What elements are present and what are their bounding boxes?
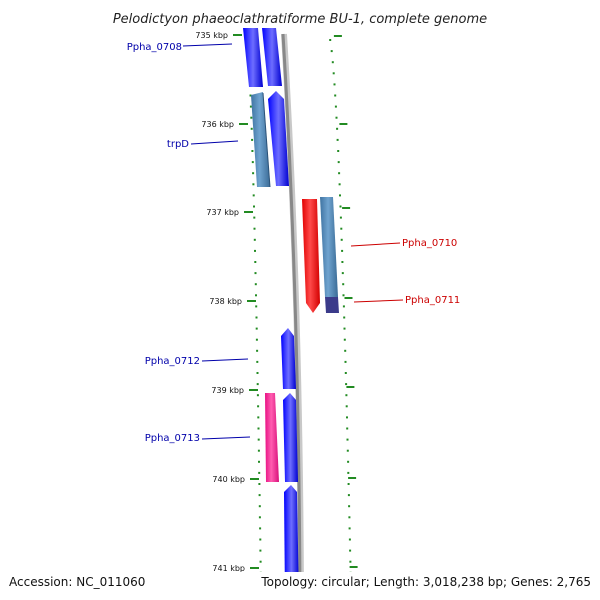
gene-unnamed-1[interactable] [262, 28, 282, 86]
gene-labels: Ppha_0708 trpD Ppha_0710 Ppha_0711 Ppha_… [127, 42, 461, 444]
genome-backbone [281, 33, 302, 600]
gene-trpd-edge [262, 92, 271, 188]
gene-unnamed-2[interactable] [268, 91, 289, 186]
leader-ppha-0711 [353, 299, 404, 303]
label-ppha-0710[interactable]: Ppha_0710 [402, 238, 457, 249]
gene-ppha-0711-end [325, 297, 339, 313]
scale-label-736: 736 kbp [201, 120, 234, 129]
gene-ppha-0711[interactable] [320, 197, 338, 297]
genome-title: Pelodictyon phaeoclathratiforme BU-1, co… [113, 12, 487, 27]
gene-ppha-0712[interactable] [281, 328, 296, 389]
topology-text: Topology: circular; Length: 3,018,238 bp… [260, 575, 591, 589]
scale-label-737: 737 kbp [206, 208, 239, 217]
scale-label-738: 738 kbp [209, 297, 242, 306]
tick-track-right [329, 35, 358, 574]
scale-label-740: 740 kbp [212, 475, 245, 484]
gene-ppha-0710[interactable] [302, 199, 320, 313]
gene-trpd[interactable] [251, 92, 270, 187]
scale-label-741: 741 kbp [212, 564, 245, 573]
scale-label-735: 735 kbp [195, 31, 228, 40]
leader-ppha-0708 [182, 43, 233, 47]
scale-label-739: 739 kbp [211, 386, 244, 395]
leader-trpd [190, 140, 239, 145]
leader-ppha-0713 [201, 436, 251, 440]
leader-ppha-0712 [201, 358, 249, 362]
leader-ppha-0710 [350, 242, 401, 247]
label-ppha-0713[interactable]: Ppha_0713 [145, 433, 200, 444]
gene-unnamed-3[interactable] [283, 393, 298, 482]
gene-ppha-0708[interactable] [243, 28, 263, 87]
label-ppha-0712[interactable]: Ppha_0712 [145, 356, 200, 367]
accession-text: Accession: NC_011060 [9, 575, 145, 589]
footer-bar [0, 572, 600, 600]
gene-track [243, 28, 339, 600]
label-ppha-0708[interactable]: Ppha_0708 [127, 42, 182, 53]
label-trpd[interactable]: trpD [167, 139, 189, 150]
gene-ppha-0713[interactable] [265, 393, 279, 482]
scale-labels: 735 kbp 736 kbp 737 kbp 738 kbp 739 kbp … [195, 31, 259, 573]
gene-unnamed-4[interactable] [284, 485, 299, 600]
label-ppha-0711[interactable]: Ppha_0711 [405, 295, 460, 306]
